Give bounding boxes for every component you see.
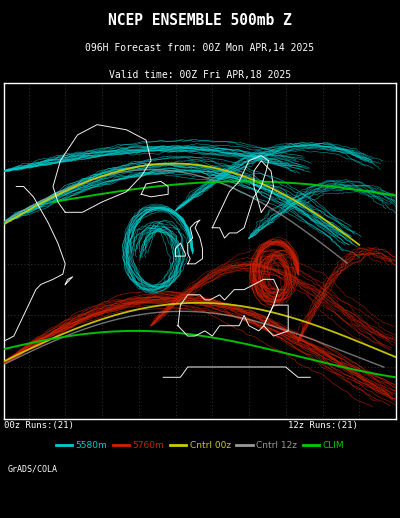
- Text: NCEP ENSEMBLE 500mb Z: NCEP ENSEMBLE 500mb Z: [108, 13, 292, 28]
- Legend: 5580m, 5760m, Cntrl 00z, Cntrl 12z, CLIM: 5580m, 5760m, Cntrl 00z, Cntrl 12z, CLIM: [54, 440, 346, 452]
- Text: 00z Runs:(21): 00z Runs:(21): [4, 421, 74, 430]
- Text: Valid time: 00Z Fri APR,18 2025: Valid time: 00Z Fri APR,18 2025: [109, 70, 291, 80]
- Text: GrADS/COLA: GrADS/COLA: [8, 465, 58, 473]
- Text: 12z Runs:(21): 12z Runs:(21): [288, 421, 358, 430]
- Text: 096H Forecast from: 00Z Mon APR,14 2025: 096H Forecast from: 00Z Mon APR,14 2025: [86, 42, 314, 52]
